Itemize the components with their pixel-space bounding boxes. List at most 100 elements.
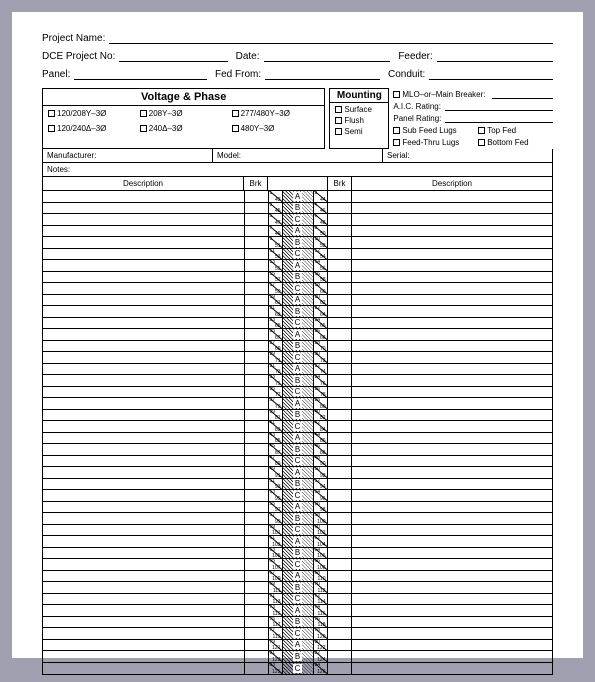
description-cell[interactable] <box>352 617 553 629</box>
description-cell[interactable] <box>43 640 244 652</box>
description-cell[interactable] <box>43 283 244 295</box>
description-cell[interactable] <box>352 513 553 525</box>
brk-cell[interactable] <box>328 433 351 445</box>
voltage-option[interactable]: 240Δ–3Ø <box>140 124 228 133</box>
brk-cell[interactable] <box>245 237 268 249</box>
description-cell[interactable] <box>43 364 244 376</box>
brk-cell[interactable] <box>245 318 268 330</box>
brk-cell[interactable] <box>328 260 351 272</box>
description-cell[interactable] <box>43 444 244 456</box>
description-cell[interactable] <box>352 375 553 387</box>
description-cell[interactable] <box>352 559 553 571</box>
brk-cell[interactable] <box>328 214 351 226</box>
description-cell[interactable] <box>352 456 553 468</box>
description-cell[interactable] <box>43 467 244 479</box>
brk-cell[interactable] <box>328 249 351 261</box>
brk-cell[interactable] <box>245 594 268 606</box>
brk-cell[interactable] <box>245 490 268 502</box>
description-cell[interactable] <box>43 306 244 318</box>
brk-cell[interactable] <box>328 421 351 433</box>
mounting-option[interactable]: Semi <box>335 127 383 136</box>
description-cell[interactable] <box>43 582 244 594</box>
brk-cell[interactable] <box>245 272 268 284</box>
voltage-option[interactable]: 120/240Δ–3Ø <box>48 124 136 133</box>
description-cell[interactable] <box>43 203 244 215</box>
brk-cell[interactable] <box>245 214 268 226</box>
brk-cell[interactable] <box>245 605 268 617</box>
description-cell[interactable] <box>43 628 244 640</box>
brk-cell[interactable] <box>245 352 268 364</box>
brk-cell[interactable] <box>328 306 351 318</box>
description-cell[interactable] <box>352 467 553 479</box>
description-cell[interactable] <box>43 387 244 399</box>
input-project-name[interactable] <box>109 32 553 44</box>
brk-cell[interactable] <box>328 283 351 295</box>
description-cell[interactable] <box>352 479 553 491</box>
brk-cell[interactable] <box>245 364 268 376</box>
description-cell[interactable] <box>352 237 553 249</box>
brk-cell[interactable] <box>328 467 351 479</box>
description-cell[interactable] <box>43 191 244 203</box>
brk-cell[interactable] <box>328 513 351 525</box>
brk-cell[interactable] <box>328 329 351 341</box>
input-feeder[interactable] <box>437 50 553 62</box>
input-panel[interactable] <box>74 68 207 80</box>
description-cell[interactable] <box>352 502 553 514</box>
brk-cell[interactable] <box>245 387 268 399</box>
description-cell[interactable] <box>43 260 244 272</box>
brk-cell[interactable] <box>328 548 351 560</box>
voltage-option[interactable]: 208Y–3Ø <box>140 109 228 118</box>
feed-option[interactable]: Feed-Thru Lugs <box>393 138 468 147</box>
description-cell[interactable] <box>352 260 553 272</box>
description-cell[interactable] <box>43 456 244 468</box>
description-cell[interactable] <box>352 203 553 215</box>
brk-cell[interactable] <box>245 456 268 468</box>
brk-cell[interactable] <box>245 502 268 514</box>
description-cell[interactable] <box>43 548 244 560</box>
description-cell[interactable] <box>352 214 553 226</box>
description-cell[interactable] <box>352 306 553 318</box>
description-cell[interactable] <box>352 536 553 548</box>
brk-cell[interactable] <box>328 387 351 399</box>
brk-cell[interactable] <box>328 490 351 502</box>
brk-cell[interactable] <box>328 536 351 548</box>
brk-cell[interactable] <box>245 582 268 594</box>
description-cell[interactable] <box>43 249 244 261</box>
description-cell[interactable] <box>352 191 553 203</box>
description-cell[interactable] <box>352 444 553 456</box>
brk-cell[interactable] <box>328 571 351 583</box>
description-cell[interactable] <box>352 628 553 640</box>
description-cell[interactable] <box>352 421 553 433</box>
mounting-option[interactable]: Surface <box>335 105 383 114</box>
description-cell[interactable] <box>352 490 553 502</box>
brk-cell[interactable] <box>245 329 268 341</box>
description-cell[interactable] <box>352 272 553 284</box>
description-cell[interactable] <box>352 341 553 353</box>
brk-cell[interactable] <box>328 628 351 640</box>
brk-cell[interactable] <box>245 191 268 203</box>
brk-cell[interactable] <box>328 352 351 364</box>
description-cell[interactable] <box>43 571 244 583</box>
brk-cell[interactable] <box>245 295 268 307</box>
brk-cell[interactable] <box>245 398 268 410</box>
description-cell[interactable] <box>352 410 553 422</box>
brk-cell[interactable] <box>328 410 351 422</box>
brk-cell[interactable] <box>328 318 351 330</box>
description-cell[interactable] <box>43 421 244 433</box>
brk-cell[interactable] <box>328 456 351 468</box>
description-cell[interactable] <box>43 594 244 606</box>
description-cell[interactable] <box>352 249 553 261</box>
brk-cell[interactable] <box>245 410 268 422</box>
description-cell[interactable] <box>43 329 244 341</box>
voltage-option[interactable]: 120/208Y–3Ø <box>48 109 136 118</box>
description-cell[interactable] <box>43 490 244 502</box>
description-cell[interactable] <box>43 663 244 675</box>
description-cell[interactable] <box>352 329 553 341</box>
brk-cell[interactable] <box>328 191 351 203</box>
description-cell[interactable] <box>352 318 553 330</box>
brk-cell[interactable] <box>245 536 268 548</box>
brk-cell[interactable] <box>328 237 351 249</box>
brk-cell[interactable] <box>245 375 268 387</box>
mounting-option[interactable]: Flush <box>335 116 383 125</box>
brk-cell[interactable] <box>328 559 351 571</box>
